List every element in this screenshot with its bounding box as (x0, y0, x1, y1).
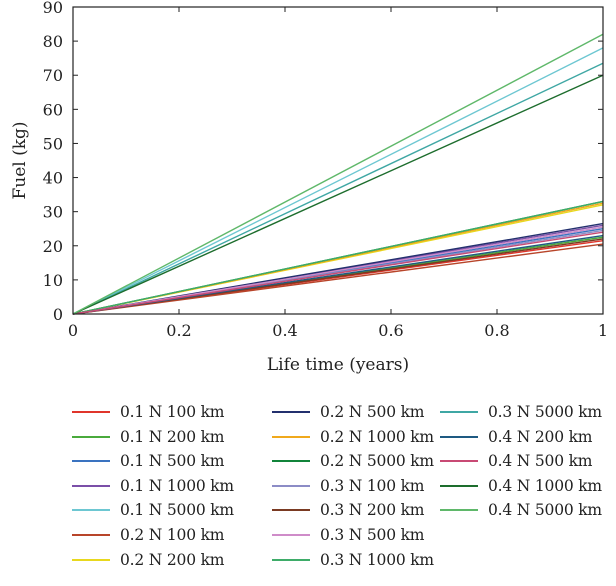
legend-item: 0.1 N 1000 km (72, 474, 234, 498)
legend-label: 0.4 N 1000 km (488, 476, 602, 495)
legend-label: 0.1 N 1000 km (120, 476, 234, 495)
legend-item: 0.2 N 100 km (72, 523, 224, 547)
legend-swatch (440, 411, 478, 413)
x-axis-label: Life time (years) (267, 355, 409, 375)
legend-item: 0.1 N 200 km (72, 425, 224, 449)
legend-label: 0.3 N 1000 km (320, 550, 434, 569)
legend-swatch (72, 435, 110, 438)
x-tick-label: 0.6 (378, 321, 403, 340)
legend-label: 0.2 N 5000 km (320, 452, 434, 471)
legend-label: 0.3 N 100 km (320, 476, 425, 495)
chart-legend: 0.1 N 100 km 0.1 N 200 km 0.1 N 500 km 0.1 … (72, 400, 616, 586)
legend-label: 0.2 N 500 km (320, 403, 425, 421)
legend-swatch (72, 509, 110, 512)
legend-swatch (72, 460, 110, 463)
legend-label: 0.4 N 500 km (488, 452, 593, 471)
y-tick-label: 80 (43, 32, 63, 51)
legend-swatch (272, 460, 310, 463)
series-line-15 (72, 62, 604, 315)
legend-item: 0.4 N 5000 km (440, 498, 602, 522)
legend-item: 0.1 N 500 km (72, 449, 224, 473)
legend-label: 0.2 N 1000 km (320, 427, 434, 446)
legend-label: 0.3 N 200 km (320, 501, 425, 520)
legend-swatch (272, 509, 310, 512)
legend-label: 0.3 N 5000 km (488, 403, 602, 421)
legend-item: 0.3 N 100 km (272, 474, 424, 498)
series-line-14 (72, 200, 604, 315)
x-tick-label: 1 (598, 321, 608, 340)
y-tick-label: 70 (43, 66, 63, 85)
legend-swatch (272, 484, 310, 487)
series-line-19 (72, 33, 604, 315)
x-tick-label: 0.4 (272, 321, 297, 340)
legend-swatch (72, 558, 110, 561)
legend-item: 0.4 N 200 km (440, 425, 592, 449)
legend-label: 0.4 N 5000 km (488, 501, 602, 520)
legend-item: 0.3 N 5000 km (440, 400, 602, 424)
legend-label: 0.1 N 100 km (120, 403, 225, 421)
legend-label: 0.1 N 200 km (120, 427, 225, 446)
legend-swatch (440, 460, 478, 463)
series-line-5 (72, 47, 604, 315)
legend-item: 0.1 N 5000 km (72, 498, 234, 522)
legend-item: 0.3 N 200 km (272, 498, 424, 522)
y-axis-label: Fuel (kg) (10, 121, 30, 199)
y-tick-label: 90 (43, 0, 63, 17)
y-tick-label: 20 (43, 237, 63, 256)
series-line-13 (72, 226, 604, 315)
y-tick-label: 50 (43, 134, 63, 153)
legend-swatch (72, 411, 110, 413)
legend-item: 0.4 N 1000 km (440, 474, 602, 498)
plot-lines (72, 33, 604, 315)
legend-item: 0.1 N 100 km (72, 400, 224, 424)
legend-swatch (272, 558, 310, 561)
legend-label: 0.1 N 5000 km (120, 501, 234, 520)
series-line-18 (72, 74, 604, 315)
plot-frame (72, 6, 604, 315)
y-tick-label: 30 (43, 203, 63, 222)
legend-label: 0.2 N 200 km (120, 550, 225, 569)
x-tick-label: 0.2 (166, 321, 191, 340)
legend-item: 0.2 N 1000 km (272, 425, 434, 449)
x-tick-label: 0.8 (484, 321, 509, 340)
series-line-6 (72, 243, 604, 315)
legend-item: 0.4 N 500 km (440, 449, 592, 473)
legend-swatch (72, 484, 110, 487)
legend-swatch (72, 534, 110, 536)
legend-label: 0.2 N 100 km (120, 526, 225, 544)
legend-item: 0.3 N 1000 km (272, 548, 434, 572)
legend-label: 0.1 N 500 km (120, 452, 225, 471)
y-tick-label: 0 (53, 305, 63, 324)
legend-swatch (272, 534, 310, 536)
legend-item: 0.2 N 200 km (72, 548, 224, 572)
legend-label: 0.3 N 500 km (320, 526, 425, 544)
series-line-17 (72, 231, 604, 315)
legend-swatch (440, 435, 478, 438)
legend-swatch (272, 435, 310, 438)
y-tick-label: 40 (43, 169, 63, 188)
legend-item: 0.3 N 500 km (272, 523, 424, 547)
legend-item: 0.2 N 5000 km (272, 449, 434, 473)
x-tick-label: 0 (68, 321, 78, 340)
y-tick-label: 10 (43, 271, 63, 290)
legend-swatch (272, 411, 310, 413)
legend-label: 0.4 N 200 km (488, 427, 593, 446)
legend-item: 0.2 N 500 km (272, 400, 424, 424)
legend-swatch (440, 484, 478, 487)
y-tick-label: 60 (43, 100, 63, 119)
legend-swatch (440, 509, 478, 512)
